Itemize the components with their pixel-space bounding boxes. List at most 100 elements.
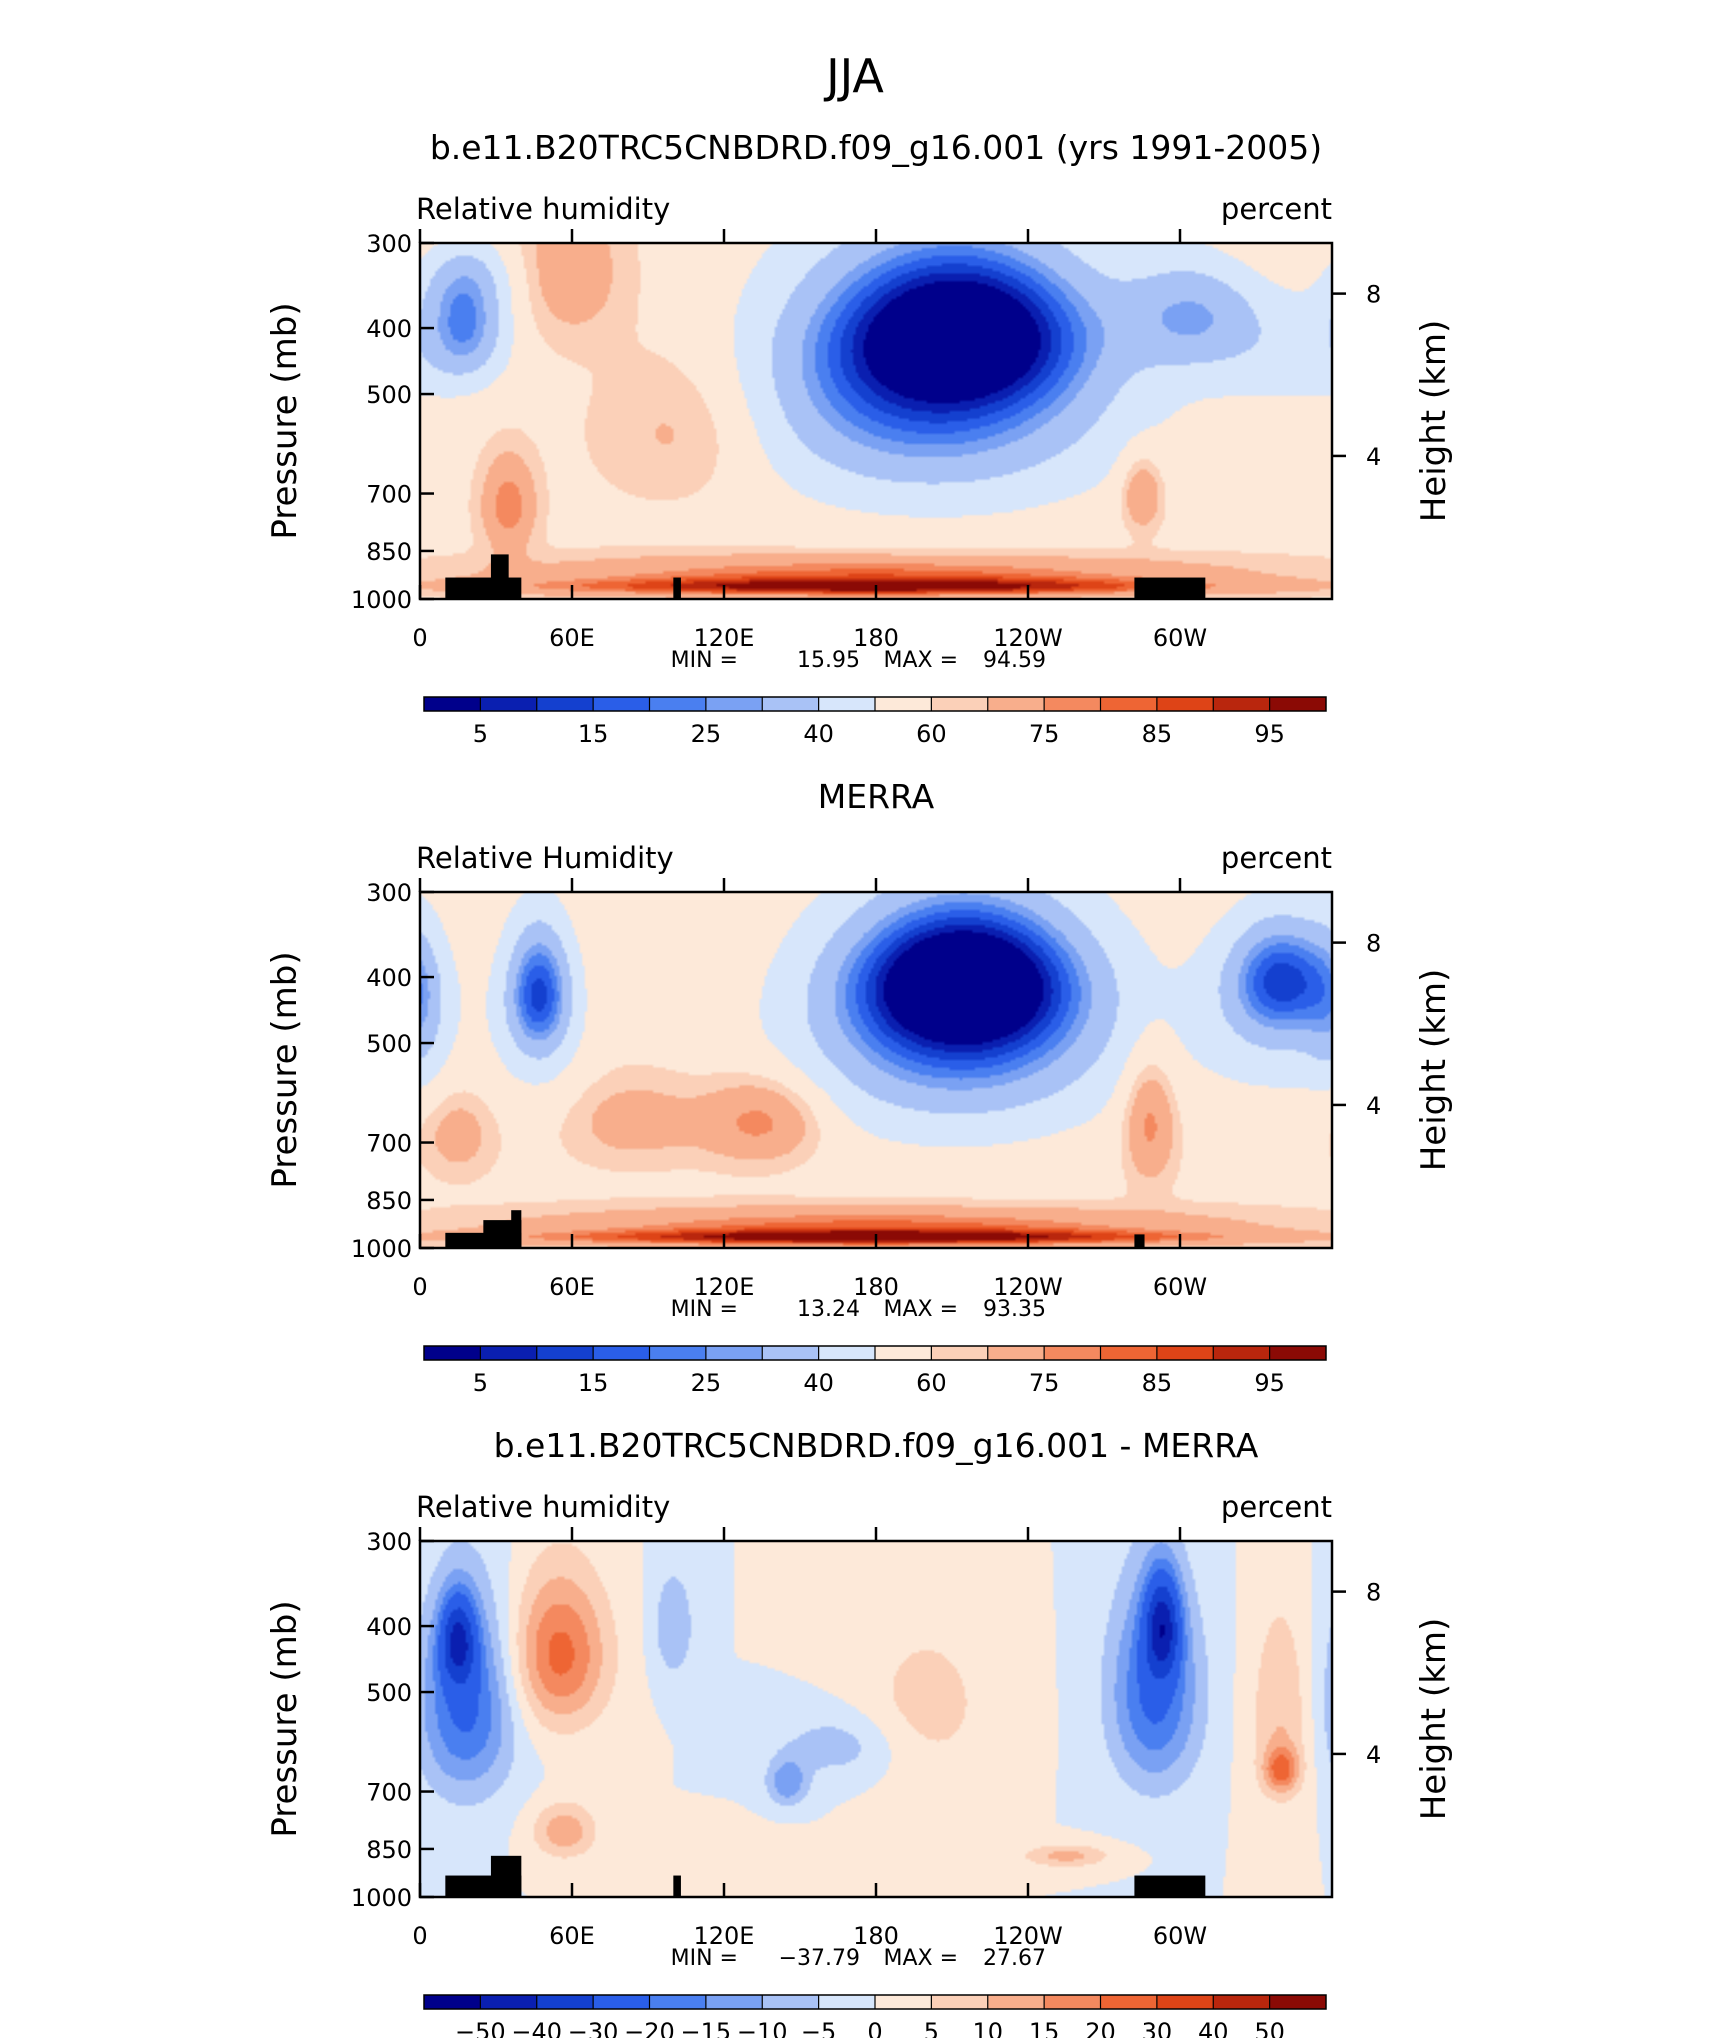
colorbar-swatch bbox=[987, 1995, 1045, 2009]
colorbar-swatch bbox=[593, 697, 650, 711]
colorbar-swatch bbox=[1044, 1346, 1101, 1360]
stats-min-label: MIN = bbox=[671, 648, 738, 673]
colorbar-swatch bbox=[875, 697, 932, 711]
colorbar-swatch bbox=[1100, 1995, 1158, 2009]
x-tick-label: 0 bbox=[412, 1922, 427, 1950]
colorbar-swatch bbox=[762, 697, 820, 711]
y-tick-label: 700 bbox=[366, 1779, 412, 1807]
colorbar-swatch bbox=[705, 697, 763, 711]
terrain-mask bbox=[490, 554, 509, 599]
panel-title: MERRA bbox=[818, 777, 935, 816]
x-tick-label: 120W bbox=[993, 1922, 1063, 1950]
terrain-mask bbox=[1134, 1875, 1206, 1897]
figure-title: JJA bbox=[823, 49, 884, 103]
colorbar-label: 20 bbox=[1085, 2018, 1116, 2038]
stats-min-label: MIN = bbox=[671, 1297, 738, 1322]
colorbar-swatch bbox=[593, 1995, 650, 2009]
colorbar-swatch bbox=[1100, 1346, 1158, 1360]
panel-variable-label: Relative humidity bbox=[416, 1490, 670, 1524]
colorbar-swatch bbox=[536, 697, 594, 711]
y-tick-label: 500 bbox=[366, 381, 412, 409]
y-tick-label: 700 bbox=[366, 481, 412, 509]
panel-title: b.e11.B20TRC5CNBDRD.f09_g16.001 - MERRA bbox=[494, 1426, 1259, 1465]
colorbar-swatch bbox=[875, 1995, 932, 2009]
x-tick-label: 120E bbox=[694, 1273, 755, 1301]
y-axis-title: Pressure (mb) bbox=[265, 951, 305, 1188]
stats-max-value: 94.59 bbox=[983, 648, 1046, 673]
y2-tick-label: 8 bbox=[1366, 930, 1381, 958]
y-axis-title: Pressure (mb) bbox=[265, 1600, 305, 1837]
colorbar-label: 60 bbox=[916, 720, 947, 748]
y2-axis-title: Height (km) bbox=[1414, 969, 1454, 1172]
stats-max-value: 93.35 bbox=[983, 1297, 1046, 1322]
x-tick-label: 120W bbox=[993, 624, 1063, 652]
colorbar-swatch bbox=[705, 1346, 763, 1360]
colorbar-swatch bbox=[649, 1346, 707, 1360]
colorbar-swatch bbox=[593, 1346, 650, 1360]
y2-axis-title: Height (km) bbox=[1414, 1618, 1454, 1821]
y-tick-label: 400 bbox=[366, 1613, 412, 1641]
colorbar-swatch bbox=[424, 1346, 481, 1360]
y-tick-label: 1000 bbox=[351, 1235, 412, 1263]
panel-title: b.e11.B20TRC5CNBDRD.f09_g16.001 (yrs 199… bbox=[430, 128, 1322, 167]
colorbar-swatch bbox=[1269, 1995, 1327, 2009]
stats-min-value: −37.79 bbox=[779, 1946, 860, 1971]
y2-tick-label: 8 bbox=[1366, 1579, 1381, 1607]
stats-min-value: 15.95 bbox=[797, 648, 860, 673]
contour-field bbox=[420, 1541, 1332, 1897]
colorbar-swatch bbox=[762, 1346, 820, 1360]
x-tick-label: 60W bbox=[1153, 624, 1207, 652]
colorbar-label: −15 bbox=[681, 2018, 732, 2038]
colorbar-label: −10 bbox=[737, 2018, 788, 2038]
colorbar-swatch bbox=[480, 1346, 538, 1360]
colorbar-label: −40 bbox=[511, 2018, 562, 2038]
x-tick-label: 180 bbox=[853, 1922, 899, 1950]
y-axis-title: Pressure (mb) bbox=[265, 302, 305, 539]
y2-tick-label: 4 bbox=[1366, 1092, 1381, 1120]
y-tick-label: 850 bbox=[366, 1836, 412, 1864]
colorbar-swatch bbox=[931, 1995, 989, 2009]
panel-variable-label: Relative humidity bbox=[416, 192, 670, 226]
colorbar-label: 95 bbox=[1254, 1369, 1285, 1397]
colorbar-label: −50 bbox=[455, 2018, 506, 2038]
colorbar-label: 40 bbox=[1198, 2018, 1229, 2038]
terrain-mask bbox=[1134, 577, 1206, 599]
colorbar-swatch bbox=[1156, 1346, 1214, 1360]
colorbar-swatch bbox=[480, 1995, 538, 2009]
colorbar-label: −20 bbox=[624, 2018, 675, 2038]
colorbar-label: 85 bbox=[1142, 1369, 1173, 1397]
colorbar-swatch bbox=[1100, 697, 1158, 711]
x-tick-label: 0 bbox=[412, 1273, 427, 1301]
colorbar-frame bbox=[423, 696, 1327, 712]
colorbar-swatch bbox=[931, 697, 989, 711]
colorbar-frame bbox=[423, 1345, 1327, 1361]
colorbar-swatch bbox=[762, 1995, 820, 2009]
stats-max-label: MAX = bbox=[883, 1297, 958, 1322]
y-tick-label: 300 bbox=[366, 1528, 412, 1556]
colorbar-swatch bbox=[818, 697, 876, 711]
colorbar-label: 5 bbox=[473, 720, 488, 748]
y-tick-label: 850 bbox=[366, 538, 412, 566]
colorbar-label: −5 bbox=[801, 2018, 836, 2038]
y2-tick-label: 4 bbox=[1366, 1741, 1381, 1769]
terrain-mask bbox=[511, 1210, 522, 1248]
colorbar-swatch bbox=[1156, 1995, 1214, 2009]
contour-field bbox=[420, 892, 1332, 1248]
colorbar-swatch bbox=[424, 1995, 481, 2009]
stats-max-label: MAX = bbox=[883, 648, 958, 673]
terrain-mask bbox=[445, 577, 522, 599]
colorbar-swatch bbox=[987, 697, 1045, 711]
x-tick-label: 60E bbox=[549, 1922, 595, 1950]
stats-max-label: MAX = bbox=[883, 1946, 958, 1971]
x-tick-label: 120E bbox=[694, 624, 755, 652]
colorbar-label: −30 bbox=[568, 2018, 619, 2038]
y-tick-label: 700 bbox=[366, 1130, 412, 1158]
stats-min-value: 13.24 bbox=[797, 1297, 860, 1322]
colorbar-swatch bbox=[818, 1995, 876, 2009]
y-tick-label: 1000 bbox=[351, 1884, 412, 1912]
colorbar-swatch bbox=[649, 697, 707, 711]
colorbar-frame bbox=[423, 1994, 1327, 2010]
colorbar-swatch bbox=[818, 1346, 876, 1360]
colorbar-label: 60 bbox=[916, 1369, 947, 1397]
